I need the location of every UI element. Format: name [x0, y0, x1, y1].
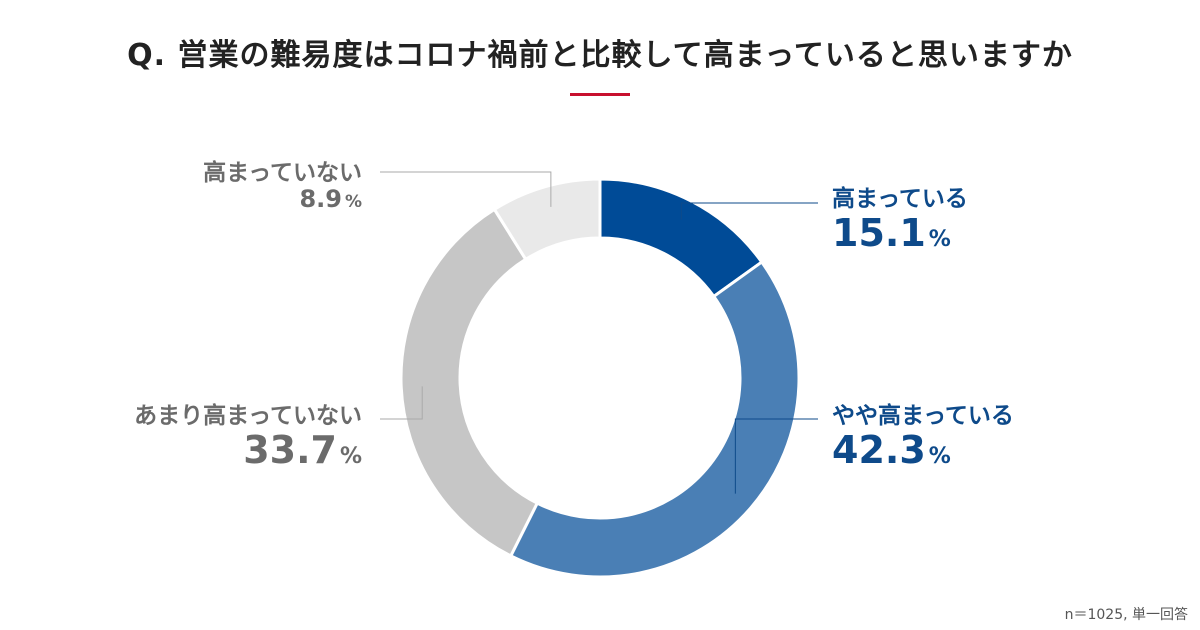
leader-line-0	[680, 202, 818, 220]
slice-label-name: 高まっている	[832, 186, 968, 212]
slice-label-value: 42.3%	[832, 428, 951, 473]
slice-label-name: 高まっていない	[203, 160, 362, 186]
donut-slice-2	[399, 207, 540, 558]
sample-note: n＝1025, 単一回答	[1064, 607, 1188, 623]
donut-slice-3	[492, 177, 602, 262]
leader-lines	[380, 171, 818, 494]
leader-line-2	[380, 386, 423, 420]
label-takamatteiru: 高まっている 15.1%	[832, 186, 968, 256]
title-underline	[570, 93, 630, 96]
slice-label-name: あまり高まっていない	[134, 403, 362, 429]
slice-label-value: 15.1%	[832, 211, 951, 256]
slice-label-value: 8.9%	[299, 185, 362, 214]
chart-title: Q. 営業の難易度はコロナ禍前と比較して高まっていると思いますか	[127, 38, 1073, 73]
donut-slices	[399, 177, 801, 579]
label-takamatteinai: 高まっていない 8.9%	[203, 160, 362, 214]
donut-slice-1	[508, 259, 801, 579]
label-yaya-takamatteiru: やや高まっている 42.3%	[832, 403, 1014, 473]
leader-line-1	[734, 418, 818, 494]
label-amari-takamatteinai: あまり高まっていない 33.7%	[134, 403, 362, 473]
slice-label-value: 33.7%	[243, 428, 362, 473]
leader-line-3	[380, 171, 552, 207]
slice-label-name: やや高まっている	[832, 403, 1014, 429]
